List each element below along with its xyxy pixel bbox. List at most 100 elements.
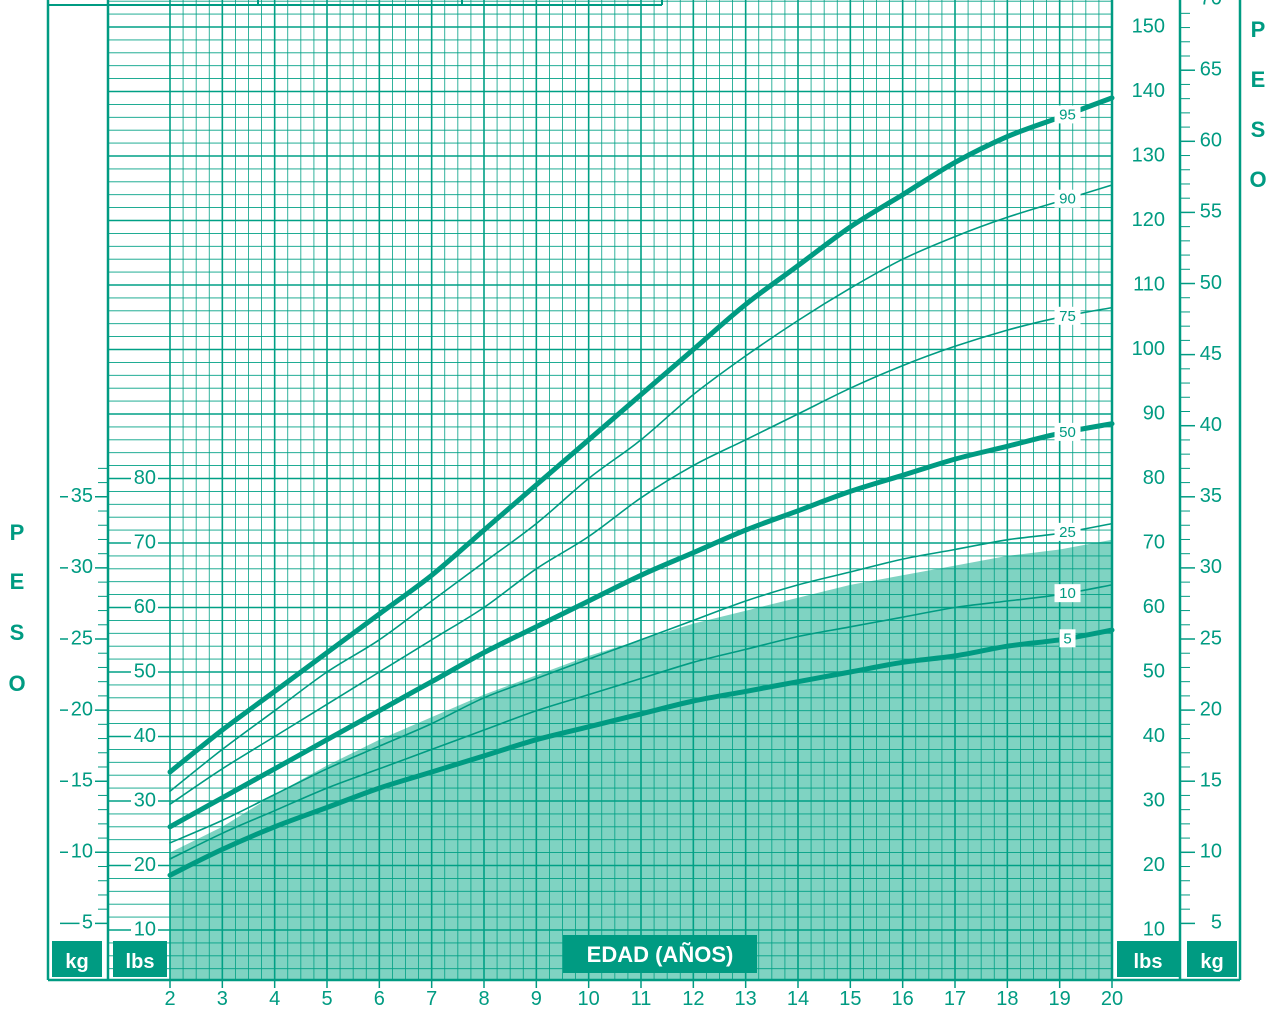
percentile-label-bg [1059,629,1076,648]
right-lbs-tick-label: 120 [1132,209,1165,231]
left-kg-tick-label: 10 [71,841,93,863]
left-lbs-tick-label-bg [131,854,158,877]
right-lbs-tick-label-bg [1128,16,1167,38]
right-kg-tick-label: 50 [1200,272,1222,294]
right-lbs-tick-label-bg [1140,790,1167,812]
left-peso-letter-3: S [10,620,25,645]
right-lbs-tick-label-bg [1128,209,1167,232]
right-kg-tick-label-bg [1197,201,1224,224]
right-peso-letter-3: S [1251,117,1266,142]
tick-labels: 5101520253035102030405060708010203040506… [68,0,1224,1010]
left-lbs-tick-label: 80 [134,467,156,489]
right-lbs-tick-label: 110 [1133,273,1165,295]
lbs-left-badge [113,941,167,977]
x-tick-label: 13 [735,988,757,1010]
unit-labels: kg lbs lbs kg [52,941,1237,977]
percentile-line-5 [167,627,1115,878]
right-kg-tick-label: 35 [1200,485,1222,507]
right-lbs-tick-label: 140 [1132,80,1165,102]
left-lbs-tick-label: 20 [134,854,156,876]
left-lbs-tick-label-bg [131,725,158,748]
percentile-label-75: 75 [1059,308,1076,325]
right-peso-letter-1: P [1251,17,1266,42]
x-tick-label: 10 [578,988,600,1010]
right-lbs-tick-label: 30 [1143,789,1165,811]
x-axis-title: EDAD (AÑOS) [563,935,757,973]
right-lbs-tick-label-bg [1140,532,1167,554]
right-kg-tick-label-bg [1197,272,1224,295]
percentile-label-bg [1054,422,1081,441]
right-kg-tick-label: 10 [1200,841,1222,863]
left-lbs-tick-label: 50 [134,660,156,682]
left-kg-tick-label: 5 [82,912,93,934]
right-kg-tick-label-bg [1197,485,1224,508]
right-lbs-tick-label-bg [1140,403,1167,425]
right-lbs-tick-label-bg [1140,596,1167,619]
right-lbs-tick-label-bg [1128,80,1167,103]
axes [46,0,1242,988]
right-kg-tick-label-bg [1197,556,1224,579]
left-lbs-tick-label-bg [131,467,158,490]
left-kg-tick-label-bg [68,699,95,722]
percentile-lines: 95 90 75 50 25 10 5 [167,95,1115,878]
percentile-line-95 [167,95,1115,775]
right-lbs-tick-label-bg [1140,725,1167,748]
right-lbs-tick-label-bg [1128,145,1167,167]
right-lbs-tick-label: 40 [1143,725,1165,747]
right-lbs-tick-label-bg [1140,467,1167,490]
right-lbs-tick-label: 70 [1143,531,1165,553]
right-lbs-tick-label: 50 [1143,660,1165,682]
percentile-line-50 [167,421,1115,830]
right-lbs-tick-label: 20 [1143,854,1165,876]
right-kg-tick-label: 60 [1200,130,1222,152]
right-kg-tick-label-bg [1197,59,1224,82]
right-kg-tick-label: 45 [1200,343,1222,365]
kg-right-badge [1187,941,1237,977]
right-kg-tick-label-bg [1197,841,1224,864]
left-lbs-tick-label-bg [131,532,158,554]
left-lbs-tick-label: 30 [134,789,156,811]
left-lbs-tick-label-bg [131,596,158,619]
lbs-left-label: lbs [126,951,155,973]
left-lbs-tick-label: 60 [134,596,156,618]
x-tick-label: 15 [839,988,861,1010]
right-kg-tick-label: 5 [1211,912,1222,934]
x-tick-label: 9 [531,988,542,1010]
right-kg-tick-label-bg [1197,343,1224,366]
x-tick-label: 20 [1101,988,1123,1010]
left-kg-tick-label: 20 [71,698,93,720]
x-tick-label: 8 [478,988,489,1010]
right-kg-tick-label-bg [1197,130,1224,153]
x-tick-label: 19 [1049,988,1071,1010]
left-kg-tick-label-bg [79,912,95,935]
right-lbs-tick-label: 60 [1143,596,1165,618]
left-lbs-tick-label: 10 [134,918,156,940]
x-tick-label: 3 [217,988,228,1010]
left-kg-tick-label: 30 [71,556,93,578]
right-peso-title: P E S O [1249,17,1266,192]
x-tick-label: 14 [787,988,809,1010]
right-kg-tick-label-bg [1197,0,1224,11]
right-kg-tick-label: 70 [1200,0,1222,9]
x-axis-title-text: EDAD (AÑOS) [587,942,734,967]
percentile-line-75 [169,306,1113,805]
percentile-label-bg [1054,306,1081,325]
left-lbs-tick-label: 70 [134,531,156,553]
lbs-right-label: lbs [1134,951,1163,973]
x-tick-label: 12 [682,988,704,1010]
left-peso-title: P E S O [8,520,25,696]
percentile-label-90: 90 [1059,191,1076,208]
x-tick-label: 6 [374,988,385,1010]
left-lbs-tick-label-bg [131,790,158,812]
right-kg-tick-label: 25 [1200,627,1222,649]
percentile-label-bg [1054,189,1081,208]
right-lbs-tick-label: 100 [1132,338,1165,360]
percentile-label-5: 5 [1063,630,1071,647]
right-kg-tick-label-bg [1208,912,1224,935]
x-tick-label: 4 [269,988,280,1010]
percentile-label-50: 50 [1059,424,1076,441]
right-lbs-tick-label: 80 [1143,467,1165,489]
right-kg-tick-label: 20 [1200,698,1222,720]
percentile-label-bg [1054,584,1081,603]
